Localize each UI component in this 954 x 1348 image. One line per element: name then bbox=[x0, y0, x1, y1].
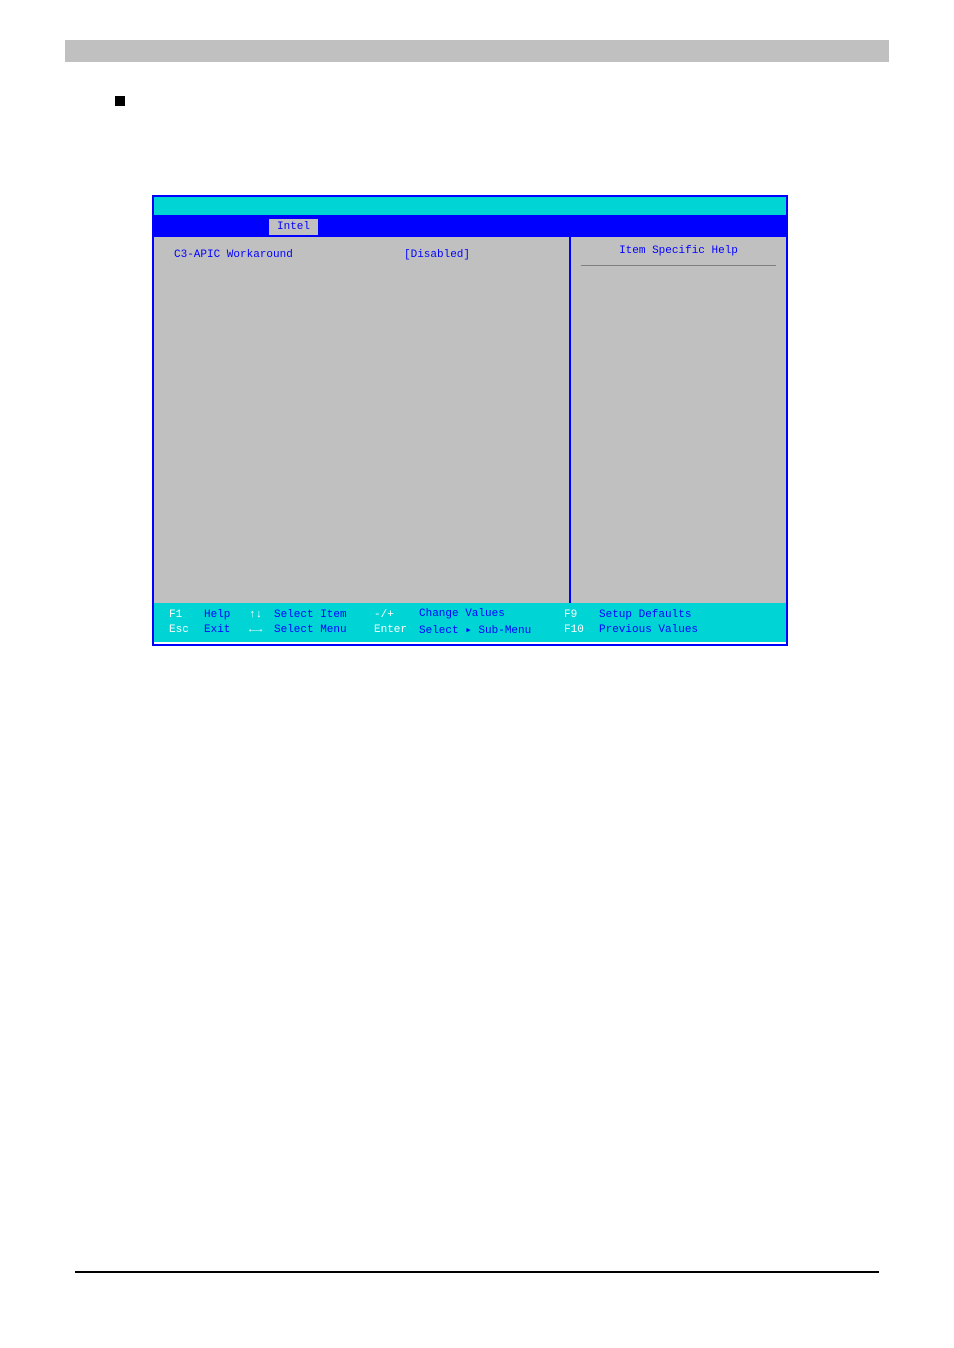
setting-value-c3apic[interactable]: [Disabled] bbox=[404, 249, 470, 261]
label-change-values: Change Values bbox=[419, 608, 564, 620]
bios-menu-tab-intel[interactable]: Intel bbox=[269, 219, 318, 235]
label-setup-defaults: Setup Defaults bbox=[599, 609, 719, 621]
key-f9: F9 bbox=[564, 609, 599, 621]
bios-setting-row[interactable]: C3-APIC Workaround [Disabled] bbox=[174, 249, 549, 261]
footer-labels-col1: Help Exit bbox=[204, 609, 249, 636]
bios-help-panel: Item Specific Help bbox=[571, 237, 786, 603]
footer-keys-col1: F1 Esc bbox=[169, 609, 204, 636]
bios-setup-window: Intel C3-APIC Workaround [Disabled] Item… bbox=[152, 195, 788, 646]
arrows-updown: ↑↓ bbox=[249, 609, 274, 621]
footer-change-labels-col: Change Values Select ▸ Sub-Menu bbox=[419, 608, 564, 637]
bios-body: C3-APIC Workaround [Disabled] Item Speci… bbox=[154, 237, 786, 603]
bios-settings-panel: C3-APIC Workaround [Disabled] bbox=[154, 237, 571, 603]
setting-label-c3apic: C3-APIC Workaround bbox=[174, 249, 404, 261]
key-enter: Enter bbox=[374, 624, 419, 636]
footer-fn-keys-col: F9 F10 bbox=[564, 609, 599, 636]
bios-menu-bar: Intel bbox=[154, 217, 786, 237]
label-select-submenu: Select ▸ Sub-Menu bbox=[419, 623, 564, 637]
bullet-square bbox=[115, 96, 125, 106]
footer-arrows-col: ↑↓ ←→ bbox=[249, 609, 274, 636]
footer-change-keys-col: -/+ Enter bbox=[374, 609, 419, 636]
key-esc: Esc bbox=[169, 624, 204, 636]
arrows-leftright: ←→ bbox=[249, 624, 274, 636]
label-exit: Exit bbox=[204, 624, 249, 636]
help-title: Item Specific Help bbox=[581, 245, 776, 266]
label-help: Help bbox=[204, 609, 249, 621]
bios-title-bar bbox=[154, 197, 786, 217]
page-footer-line bbox=[75, 1271, 879, 1273]
label-select-item: Select Item bbox=[274, 609, 374, 621]
page-header-bar bbox=[65, 40, 889, 62]
label-previous-values: Previous Values bbox=[599, 624, 719, 636]
key-minus-plus: -/+ bbox=[374, 609, 419, 621]
bios-footer: F1 Esc Help Exit ↑↓ ←→ Select Item Selec… bbox=[154, 603, 786, 642]
footer-nav-labels-col: Select Item Select Menu bbox=[274, 609, 374, 636]
key-f10: F10 bbox=[564, 624, 599, 636]
footer-fn-labels-col: Setup Defaults Previous Values bbox=[599, 609, 719, 636]
label-select-menu: Select Menu bbox=[274, 624, 374, 636]
key-f1: F1 bbox=[169, 609, 204, 621]
